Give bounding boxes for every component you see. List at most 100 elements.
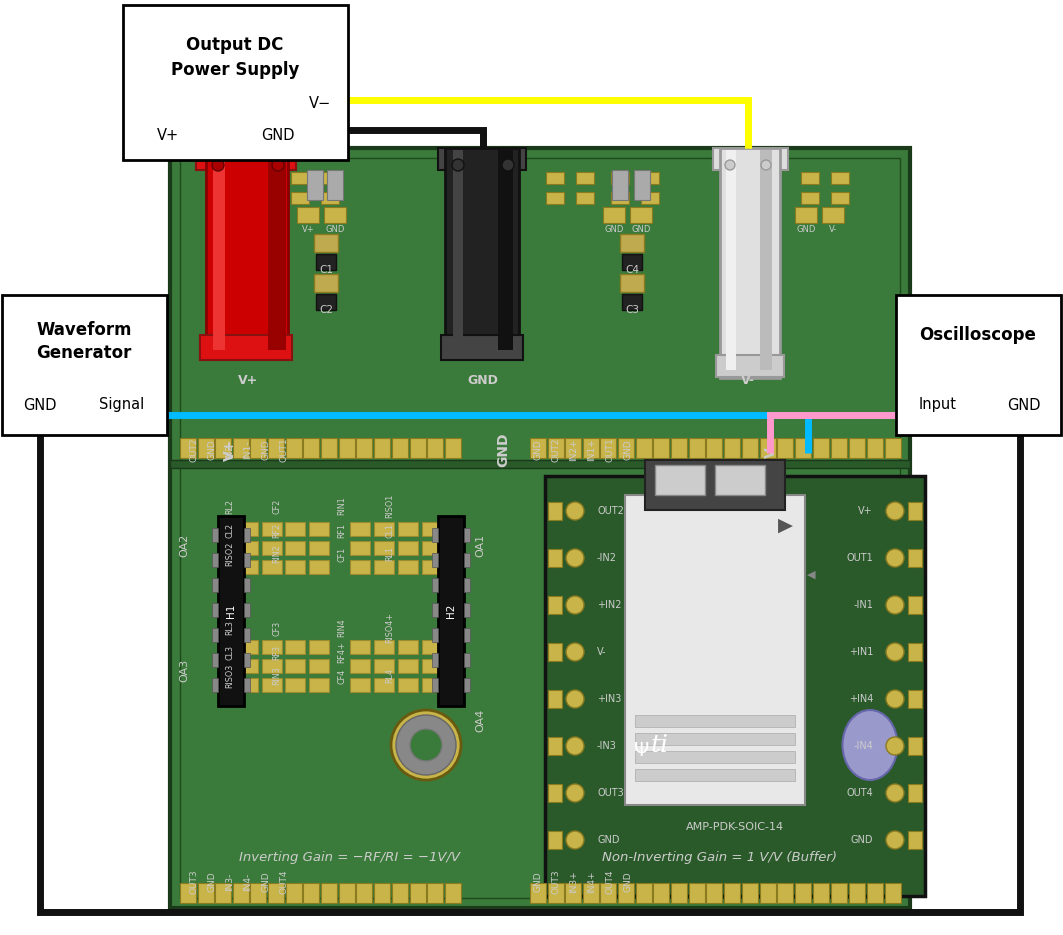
Text: GND: GND: [796, 225, 815, 235]
Bar: [549, 690, 562, 708]
Text: RISO1: RISO1: [386, 494, 394, 518]
Bar: [549, 831, 562, 849]
Bar: [410, 883, 426, 903]
Bar: [742, 438, 758, 458]
Bar: [212, 528, 218, 542]
Text: OUT2: OUT2: [597, 506, 624, 516]
Ellipse shape: [843, 710, 897, 780]
Bar: [611, 192, 629, 204]
Bar: [250, 883, 266, 903]
Bar: [244, 528, 250, 542]
Bar: [339, 438, 355, 458]
Bar: [445, 438, 461, 458]
Bar: [530, 438, 546, 458]
Bar: [802, 192, 819, 204]
Bar: [849, 883, 865, 903]
Bar: [622, 254, 642, 270]
Bar: [212, 578, 218, 592]
Bar: [760, 438, 776, 458]
Bar: [238, 678, 258, 692]
Bar: [530, 883, 546, 903]
Bar: [212, 553, 218, 567]
Text: V-: V-: [764, 442, 778, 458]
Bar: [635, 733, 795, 745]
Bar: [620, 234, 644, 252]
Bar: [432, 578, 438, 592]
Text: H2: H2: [446, 604, 456, 618]
Bar: [321, 438, 337, 458]
Bar: [261, 560, 282, 574]
Bar: [453, 150, 463, 350]
Text: GND: GND: [23, 397, 56, 412]
Text: OUT2: OUT2: [552, 438, 560, 462]
Bar: [297, 207, 319, 223]
Text: -IN1: -IN1: [854, 600, 873, 610]
Bar: [180, 438, 196, 458]
Bar: [438, 516, 465, 706]
Bar: [636, 438, 652, 458]
Circle shape: [566, 784, 584, 802]
Text: C2: C2: [319, 305, 333, 315]
Circle shape: [566, 831, 584, 849]
Bar: [653, 438, 669, 458]
Text: OUT3: OUT3: [597, 788, 624, 798]
Text: RL3: RL3: [225, 621, 235, 636]
Bar: [268, 150, 286, 350]
Bar: [321, 172, 339, 184]
Bar: [813, 438, 829, 458]
Bar: [198, 883, 214, 903]
Text: CL1: CL1: [386, 523, 394, 538]
Bar: [374, 522, 394, 536]
Circle shape: [566, 502, 584, 520]
Bar: [327, 170, 343, 200]
Bar: [566, 883, 581, 903]
Bar: [641, 192, 659, 204]
Bar: [549, 596, 562, 614]
Text: GND: GND: [261, 439, 270, 460]
Bar: [268, 438, 284, 458]
Bar: [445, 148, 519, 358]
Bar: [549, 438, 564, 458]
Bar: [398, 659, 418, 673]
Bar: [309, 522, 330, 536]
Text: H1: H1: [226, 604, 236, 618]
Text: GND: GND: [261, 871, 270, 892]
Bar: [908, 690, 922, 708]
Bar: [213, 150, 225, 350]
Bar: [123, 5, 348, 160]
Text: -IN4: -IN4: [854, 741, 873, 751]
Bar: [309, 541, 330, 555]
Text: OUT1: OUT1: [846, 553, 873, 563]
Bar: [706, 438, 722, 458]
Bar: [170, 460, 910, 468]
Bar: [641, 172, 659, 184]
Bar: [706, 883, 722, 903]
Text: ◀: ◀: [807, 570, 815, 580]
Text: IN3+: IN3+: [570, 870, 578, 893]
Bar: [630, 207, 652, 223]
Bar: [244, 578, 250, 592]
Bar: [831, 883, 847, 903]
Bar: [200, 335, 292, 360]
Bar: [583, 883, 598, 903]
Bar: [321, 192, 339, 204]
Text: Waveform: Waveform: [36, 321, 132, 339]
Bar: [238, 560, 258, 574]
Bar: [465, 628, 470, 642]
Text: OA3: OA3: [179, 658, 189, 682]
Bar: [612, 170, 628, 200]
Text: GND: GND: [624, 439, 632, 460]
Bar: [422, 560, 442, 574]
Bar: [374, 678, 394, 692]
Bar: [212, 653, 218, 667]
Text: ti: ti: [651, 733, 669, 756]
Circle shape: [885, 502, 904, 520]
Text: Non-Inverting Gain = 1 V/V (Buffer): Non-Inverting Gain = 1 V/V (Buffer): [603, 852, 838, 865]
Bar: [180, 158, 900, 898]
Bar: [307, 170, 323, 200]
Bar: [760, 150, 772, 370]
Text: GND: GND: [604, 225, 624, 235]
Bar: [432, 553, 438, 567]
Bar: [716, 355, 784, 377]
Bar: [206, 148, 288, 358]
